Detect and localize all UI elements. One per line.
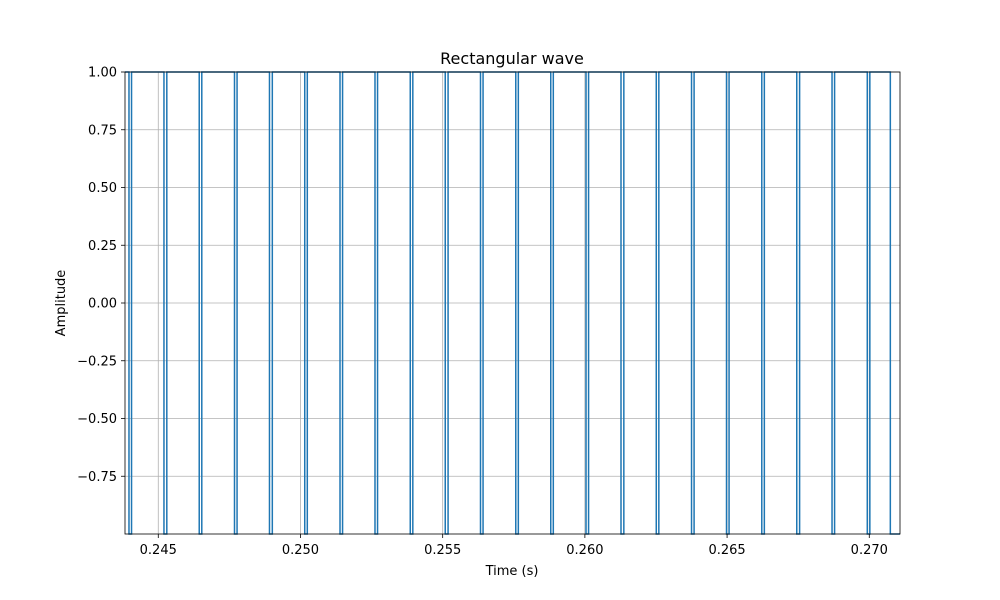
y-tick-label: 0.75 [88,123,117,138]
y-tick-label: 0.50 [88,181,117,196]
x-axis-label: Time (s) [485,564,539,579]
x-tick-label: 0.265 [708,543,745,558]
y-tick-label: 1.00 [88,66,117,81]
chart-title: Rectangular wave [440,49,584,68]
x-tick-label: 0.255 [424,543,461,558]
y-axis-label: Amplitude [54,270,69,337]
x-tick-label: 0.245 [140,543,177,558]
x-tick-label: 0.260 [566,543,603,558]
series-line [125,71,900,535]
y-tick-label: −0.25 [77,354,117,369]
grid-lines [125,71,900,534]
x-tick-label: 0.270 [851,543,888,558]
y-tick-label: 0.25 [88,239,117,254]
plot-area [125,71,900,535]
y-tick-label: 0.00 [88,297,117,312]
x-axis: 0.245 0.250 0.255 0.260 0.265 0.270 [140,534,888,558]
y-tick-label: −0.50 [77,412,117,427]
y-tick-label: −0.75 [77,470,117,485]
y-axis: 1.00 0.75 0.50 0.25 0.00 −0.25 −0.50 −0.75 [77,66,125,485]
x-tick-label: 0.250 [282,543,319,558]
